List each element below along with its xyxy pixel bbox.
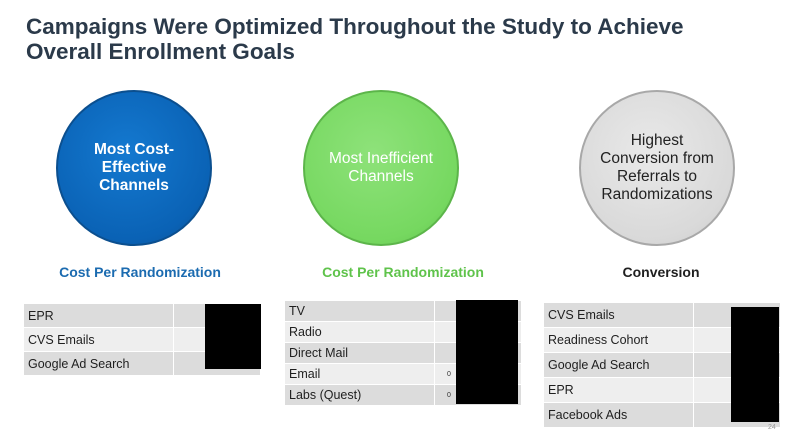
- row-label: EPR: [544, 378, 694, 402]
- column-heading-cost-effective: Cost Per Randomization: [59, 264, 221, 280]
- row-label: Email: [285, 364, 435, 384]
- row-label: Google Ad Search: [24, 352, 174, 375]
- row-label: Radio: [285, 322, 435, 342]
- row-label: CVS Emails: [24, 328, 174, 351]
- highest-conversion-circle: Highest Conversion from Referrals to Ran…: [579, 90, 735, 246]
- redaction-box: [731, 307, 779, 422]
- page-title: Campaigns Were Optimized Throughout the …: [26, 14, 684, 64]
- column-heading-conversion: Conversion: [622, 264, 700, 280]
- row-label: EPR: [24, 304, 174, 327]
- table-row: Facebook Ads: [544, 403, 780, 428]
- page-number: 24: [768, 424, 776, 431]
- column-heading-inefficient: Cost Per Randomization: [322, 264, 484, 280]
- row-label: Facebook Ads: [544, 403, 694, 427]
- row-label: Labs (Quest): [285, 385, 435, 405]
- most-inefficient-circle: Most Inefficient Channels: [303, 90, 459, 246]
- redaction-box: [205, 304, 261, 369]
- row-label: Direct Mail: [285, 343, 435, 363]
- most-cost-effective-circle: Most Cost-Effective Channels: [56, 90, 212, 246]
- redaction-box: [456, 300, 518, 404]
- circle-label: Most Inefficient Channels: [329, 150, 433, 185]
- circle-label: Highest Conversion from Referrals to Ran…: [600, 132, 714, 203]
- circle-label: Most Cost-Effective Channels: [93, 141, 175, 194]
- row-label: CVS Emails: [544, 303, 694, 327]
- row-label: TV: [285, 301, 435, 321]
- row-label: Google Ad Search: [544, 353, 694, 377]
- row-label: Readiness Cohort: [544, 328, 694, 352]
